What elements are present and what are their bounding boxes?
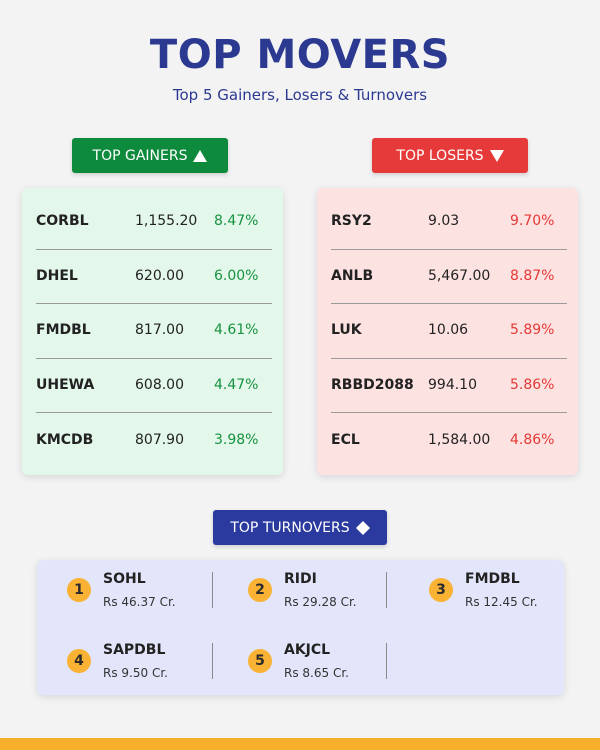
symbol: FMDBL xyxy=(36,322,91,339)
price: 1,584.00 xyxy=(428,431,491,448)
change: 4.47% xyxy=(214,377,259,394)
losers-header: TOP LOSERS xyxy=(372,138,528,173)
turnover-item: 1 SOHL Rs 46.37 Cr. xyxy=(37,560,212,620)
symbol: FMDBL xyxy=(465,571,520,587)
up-icon xyxy=(193,149,208,162)
row-separator xyxy=(331,357,567,359)
symbol: ECL xyxy=(331,431,360,448)
change: 9.70% xyxy=(510,213,555,230)
price: 1,155.20 xyxy=(135,213,198,230)
change: 8.47% xyxy=(214,213,259,230)
symbol: RIDI xyxy=(284,571,317,587)
row-separator xyxy=(36,248,272,250)
row-separator xyxy=(36,412,272,414)
symbol: SOHL xyxy=(103,571,146,587)
table-row: UHEWA 608.00 4.47% xyxy=(36,358,272,413)
losers-label: TOP LOSERS xyxy=(396,147,484,164)
table-row: ECL 1,584.00 4.86% xyxy=(331,412,567,467)
amount: Rs 9.50 Cr. xyxy=(103,666,168,680)
table-row: LUK 10.06 5.89% xyxy=(331,303,567,358)
change: 8.87% xyxy=(510,267,555,284)
price: 994.10 xyxy=(428,377,477,394)
turnover-item: 5 AKJCL Rs 8.65 Cr. xyxy=(218,631,393,691)
divider xyxy=(386,572,387,608)
gainers-header: TOP GAINERS xyxy=(72,138,228,173)
symbol: AKJCL xyxy=(284,642,331,658)
amount: Rs 29.28 Cr. xyxy=(284,595,357,609)
table-row: KMCDB 807.90 3.98% xyxy=(36,412,272,467)
divider xyxy=(212,643,213,679)
rank-badge: 2 xyxy=(248,578,272,602)
price: 608.00 xyxy=(135,377,184,394)
symbol: LUK xyxy=(331,322,362,339)
row-separator xyxy=(331,303,567,305)
rank-badge: 1 xyxy=(67,578,91,602)
table-row: ANLB 5,467.00 8.87% xyxy=(331,249,567,304)
row-separator xyxy=(36,357,272,359)
table-row: FMDBL 817.00 4.61% xyxy=(36,303,272,358)
row-separator xyxy=(331,412,567,414)
down-icon xyxy=(489,149,504,162)
amount: Rs 46.37 Cr. xyxy=(103,595,176,609)
divider xyxy=(386,643,387,679)
table-row: RSY2 9.03 9.70% xyxy=(331,194,567,249)
divider xyxy=(212,572,213,608)
symbol: CORBL xyxy=(36,213,89,230)
losers-card: RSY2 9.03 9.70% ANLB 5,467.00 8.87% LUK 10.06 5.… xyxy=(317,188,578,475)
price: 807.90 xyxy=(135,431,184,448)
turnover-item: 3 FMDBL Rs 12.45 Cr. xyxy=(399,560,574,620)
change: 4.86% xyxy=(510,431,555,448)
footer-bar xyxy=(0,738,600,750)
price: 620.00 xyxy=(135,267,184,284)
symbol: KMCDB xyxy=(36,431,94,448)
turnover-item: 4 SAPDBL Rs 9.50 Cr. xyxy=(37,631,212,691)
symbol: ANLB xyxy=(331,267,374,284)
rank-badge: 3 xyxy=(429,578,453,602)
diamond-icon xyxy=(355,520,370,535)
symbol: RSY2 xyxy=(331,213,372,230)
symbol: DHEL xyxy=(36,267,78,284)
amount: Rs 8.65 Cr. xyxy=(284,666,349,680)
subtitle: Top 5 Gainers, Losers & Turnovers xyxy=(172,86,428,104)
table-row: DHEL 620.00 6.00% xyxy=(36,249,272,304)
symbol: UHEWA xyxy=(36,377,95,394)
turnovers-label: TOP TURNOVERS xyxy=(230,519,350,536)
change: 6.00% xyxy=(214,267,259,284)
change: 5.89% xyxy=(510,322,555,339)
change: 5.86% xyxy=(510,377,555,394)
price: 5,467.00 xyxy=(428,267,491,284)
price: 817.00 xyxy=(135,322,184,339)
gainers-label: TOP GAINERS xyxy=(92,147,188,164)
symbol: RBBD2088 xyxy=(331,377,414,394)
gainers-card: CORBL 1,155.20 8.47% DHEL 620.00 6.00% FMDBL 81… xyxy=(22,188,283,475)
rank-badge: 5 xyxy=(248,649,272,673)
price: 9.03 xyxy=(428,213,460,230)
amount: Rs 12.45 Cr. xyxy=(465,595,538,609)
rank-badge: 4 xyxy=(67,649,91,673)
table-row: CORBL 1,155.20 8.47% xyxy=(36,194,272,249)
row-separator xyxy=(36,303,272,305)
price: 10.06 xyxy=(428,322,469,339)
turnover-item: 2 RIDI Rs 29.28 Cr. xyxy=(218,560,393,620)
turnovers-card: 1 SOHL Rs 46.37 Cr. 2 RIDI Rs 29.28 Cr. 3 FMDBL… xyxy=(37,560,564,695)
table-row: RBBD2088 994.10 5.86% xyxy=(331,358,567,413)
title: TOP MOVERS xyxy=(149,32,451,78)
symbol: SAPDBL xyxy=(103,642,166,658)
change: 4.61% xyxy=(214,322,259,339)
turnovers-header: TOP TURNOVERS xyxy=(213,510,387,545)
row-separator xyxy=(331,248,567,250)
change: 3.98% xyxy=(214,431,259,448)
